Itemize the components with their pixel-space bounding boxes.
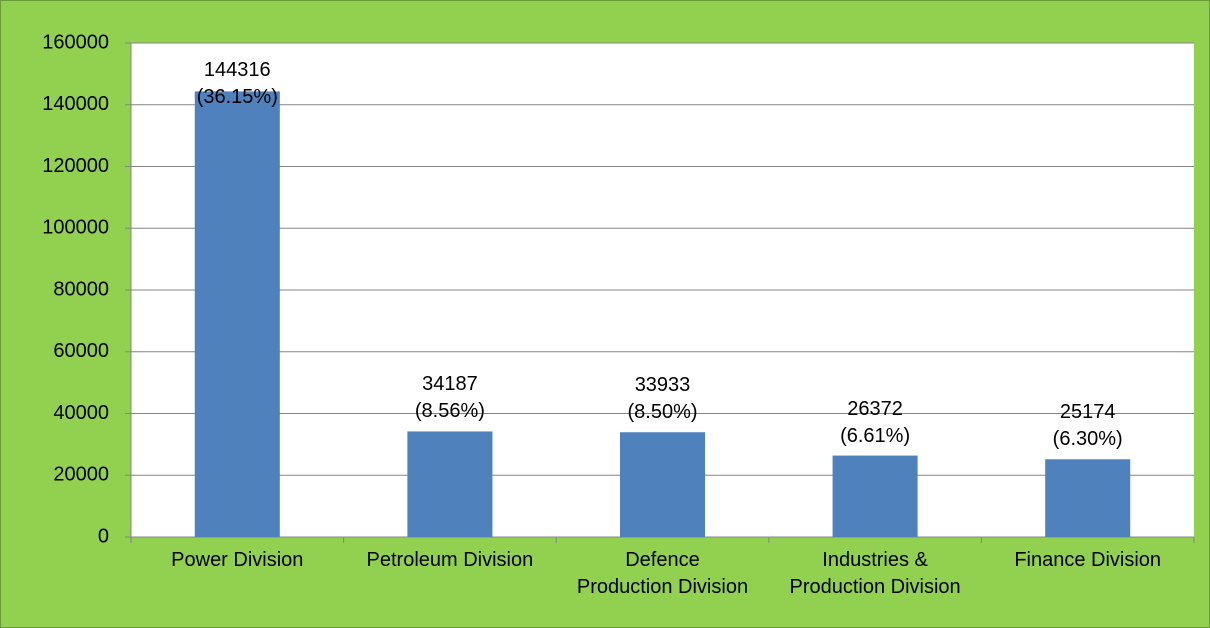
x-tick-label: Power Division	[171, 549, 304, 571]
y-tick-label: 120000	[42, 155, 109, 177]
value-label: 144316 (36.15%)	[196, 59, 278, 108]
bar	[194, 91, 280, 537]
x-tick-label: Industries & Production Division	[789, 549, 961, 598]
y-tick-label: 80000	[53, 278, 109, 300]
value-label: 33933 (8.50%)	[627, 374, 698, 424]
y-tick-label: 140000	[42, 93, 109, 115]
bar	[619, 432, 706, 537]
y-tick-label: 160000	[42, 31, 109, 53]
value-label: 26372 (6.61%)	[840, 397, 911, 447]
value-label: 34187 (8.56%)	[414, 373, 485, 423]
bar	[1045, 459, 1131, 537]
y-tick-label: 0	[98, 525, 109, 547]
y-tick-label: 100000	[42, 217, 109, 239]
value-label: 25174 (6.30%)	[1052, 401, 1123, 451]
x-tick-label: Petroleum Division	[366, 549, 534, 571]
y-tick-label: 60000	[53, 340, 109, 362]
bar	[407, 431, 493, 537]
bar	[832, 455, 918, 537]
x-tick-label: Defence Production Division	[576, 549, 749, 598]
y-tick-label: 40000	[53, 402, 109, 424]
y-tick-label: 20000	[53, 464, 109, 486]
x-tick-label: Finance Division	[1014, 549, 1162, 571]
